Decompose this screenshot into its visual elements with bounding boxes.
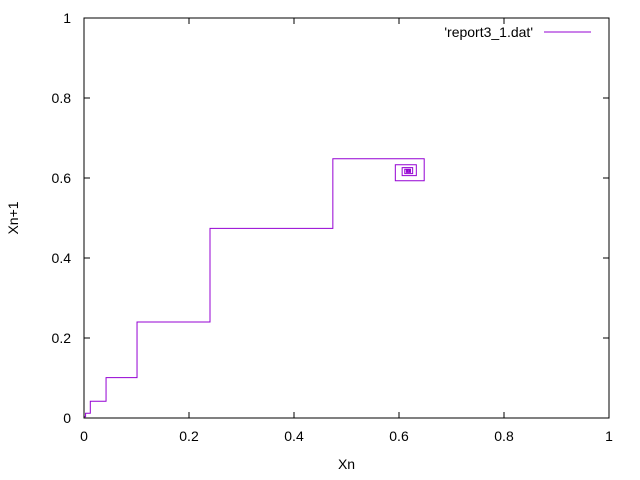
- plot-frame: [83, 17, 610, 419]
- tick-layer: 0 0.2 0.4 0.6 0.8 1 0 0.2 0.4 0.6 0.8 1: [52, 10, 614, 444]
- x-tick-label: 1: [605, 428, 613, 444]
- y-tick-label: 0.6: [52, 170, 72, 186]
- y-axis-label: Xn+1: [5, 201, 21, 234]
- y-tick-label: 0.2: [52, 330, 72, 346]
- legend-label: 'report3_1.dat': [444, 24, 533, 40]
- x-axis-label: Xn: [338, 456, 355, 472]
- x-tick-label: 0.6: [389, 428, 409, 444]
- legend: 'report3_1.dat': [444, 24, 591, 40]
- series-line: [84, 158, 425, 418]
- x-tick-label: 0.4: [284, 428, 304, 444]
- x-tick-label: 0: [80, 428, 88, 444]
- y-tick-label: 0.8: [52, 90, 72, 106]
- y-tick-label: 1: [63, 10, 71, 26]
- data-layer: [84, 158, 425, 418]
- y-tick-label: 0: [63, 410, 71, 426]
- x-tick-label: 0.8: [494, 428, 514, 444]
- x-tick-label: 0.2: [179, 428, 199, 444]
- y-tick-label: 0.4: [52, 250, 72, 266]
